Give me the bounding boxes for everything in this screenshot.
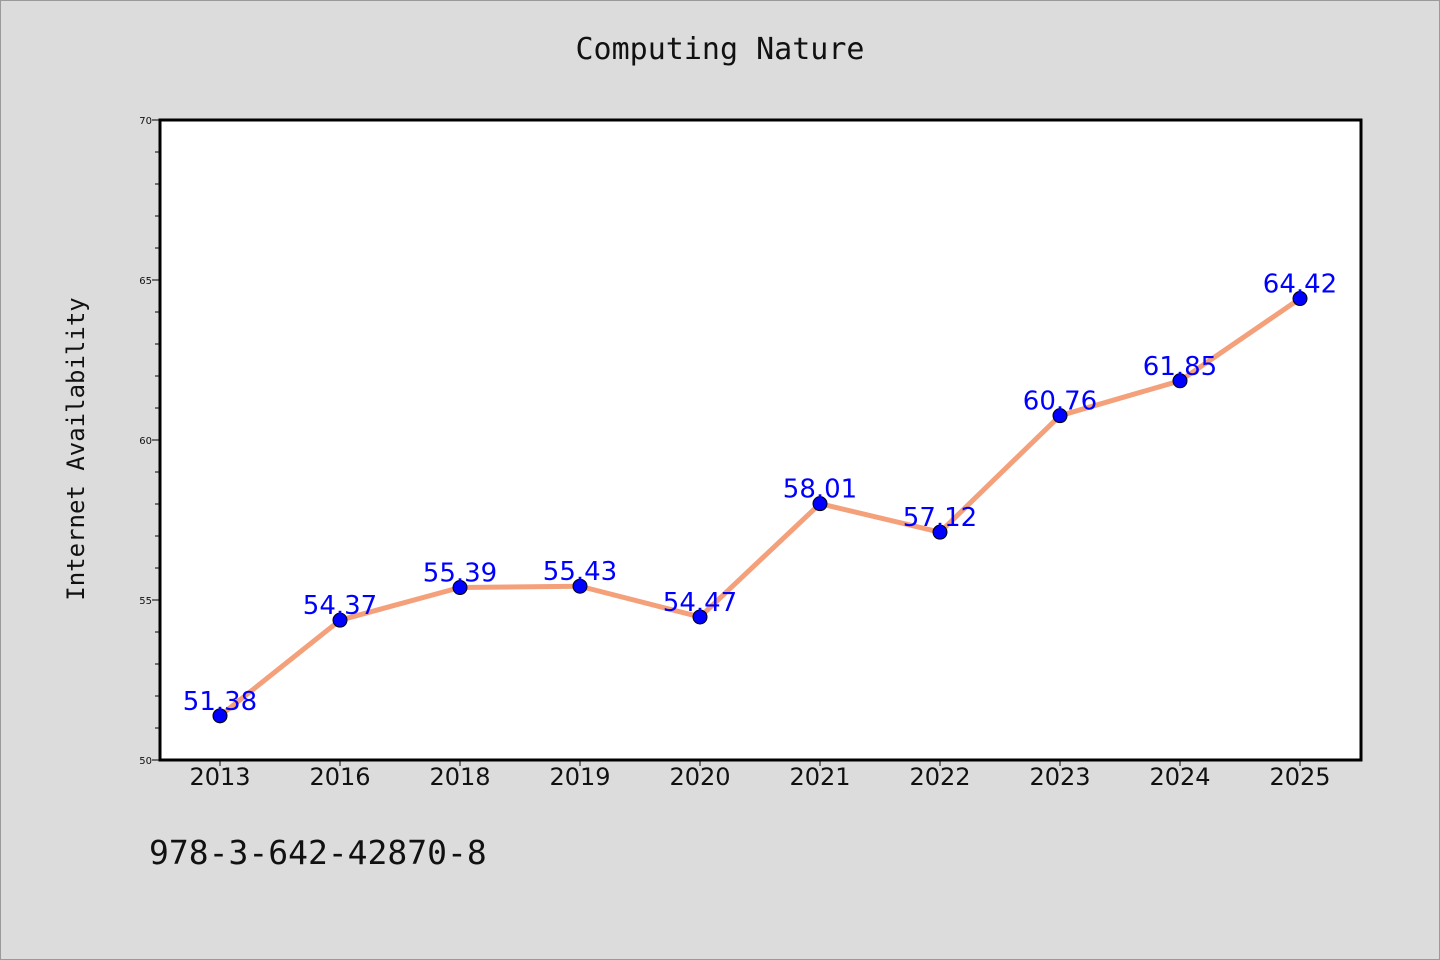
x-tick-label: 2024 xyxy=(1149,763,1210,791)
data-label: 55.43 xyxy=(543,557,617,587)
data-point xyxy=(932,524,948,540)
data-label: 55.39 xyxy=(423,559,497,589)
data-point xyxy=(812,496,828,512)
data-point xyxy=(452,580,468,596)
data-label: 60.76 xyxy=(1023,387,1097,417)
x-tick-label: 2020 xyxy=(669,763,730,791)
chart-title: Computing Nature xyxy=(575,32,865,67)
x-tick-label: 2019 xyxy=(549,763,610,791)
data-point xyxy=(212,708,228,724)
x-axis: 2013 2016 2018 2019 2020 2021 2022 2023 2024 2025 xyxy=(189,760,1331,791)
data-label: 58.01 xyxy=(783,475,857,505)
y-tick-label: 50 xyxy=(139,756,152,767)
y-tick-label: 70 xyxy=(139,116,152,127)
x-tick-label: 2013 xyxy=(189,763,250,791)
data-labels: 51.38 54.37 55.39 55.43 54.47 58.01 57.12 60.76… xyxy=(183,270,1337,717)
data-label: 64.42 xyxy=(1263,270,1337,300)
x-tick-label: 2018 xyxy=(429,763,490,791)
data-label: 61.85 xyxy=(1143,352,1217,382)
y-tick-label: 65 xyxy=(139,276,152,287)
x-tick-label: 2023 xyxy=(1029,763,1090,791)
data-point xyxy=(572,578,588,594)
data-point xyxy=(692,609,708,625)
plot-area xyxy=(158,118,1363,762)
y-tick-label: 60 xyxy=(139,436,152,447)
y-tick-label: 55 xyxy=(139,596,152,607)
data-label: 54.37 xyxy=(303,591,377,621)
data-label: 51.38 xyxy=(183,687,257,717)
y-axis: 50 55 60 65 70 xyxy=(139,116,160,767)
x-tick-label: 2016 xyxy=(309,763,370,791)
data-point xyxy=(1292,291,1308,307)
x-tick-label: 2025 xyxy=(1269,763,1330,791)
series-line xyxy=(217,296,1303,719)
data-point xyxy=(1172,373,1188,389)
isbn-text: 978-3-642-42870-8 xyxy=(149,833,487,872)
data-label: 54.47 xyxy=(663,588,737,618)
x-tick-label: 2022 xyxy=(909,763,970,791)
x-tick-label: 2021 xyxy=(789,763,850,791)
data-point xyxy=(1052,408,1068,424)
series-lines xyxy=(217,296,1303,719)
data-point xyxy=(332,612,348,628)
data-label: 57.12 xyxy=(903,503,977,533)
series-points xyxy=(212,291,1308,724)
